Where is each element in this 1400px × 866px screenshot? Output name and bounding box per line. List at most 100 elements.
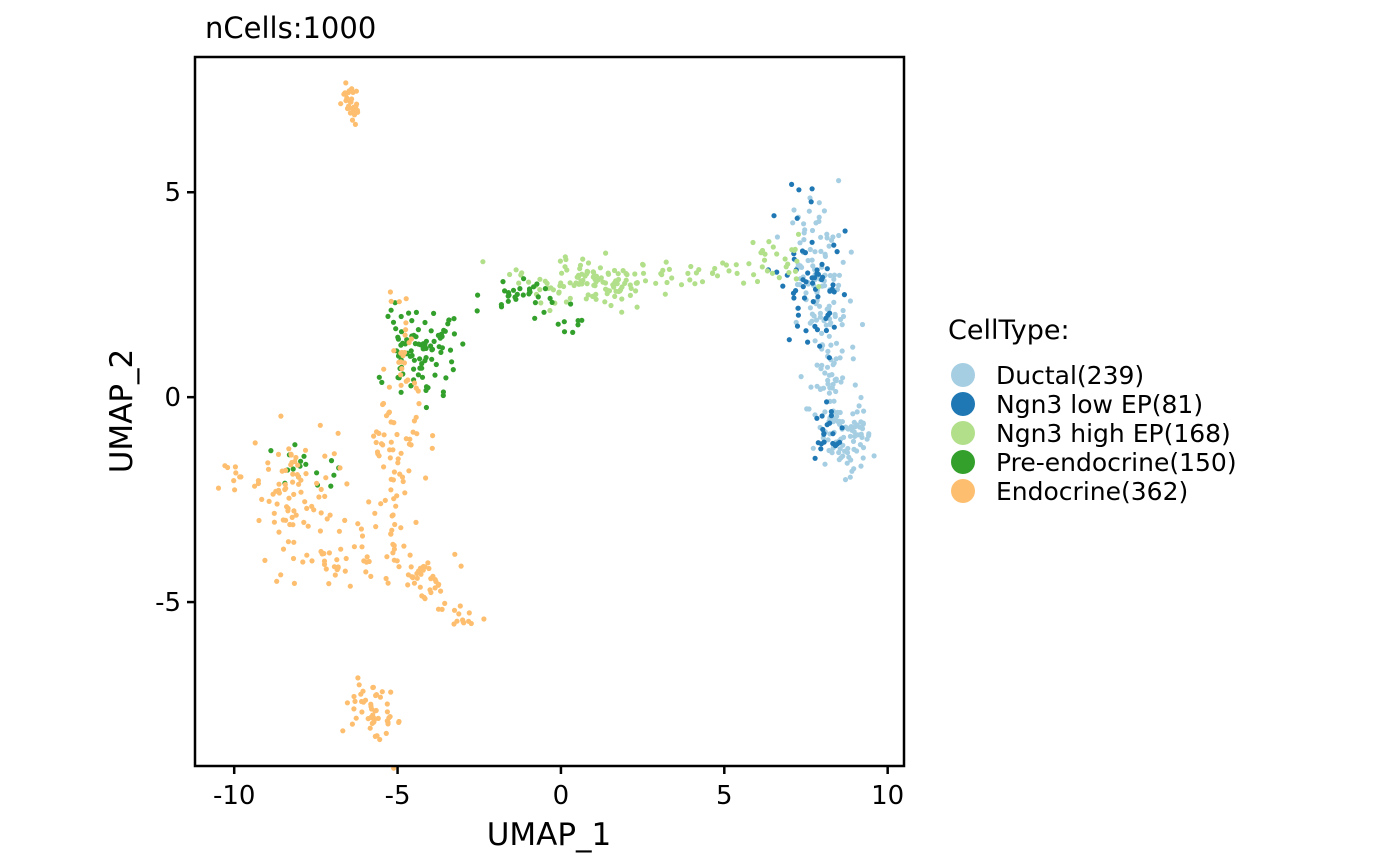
data-point (823, 315, 829, 321)
data-point (759, 264, 765, 270)
data-point (398, 525, 404, 531)
data-point (828, 342, 834, 348)
data-point (309, 558, 315, 564)
data-point (386, 384, 392, 390)
data-point (512, 294, 518, 300)
data-point (405, 582, 411, 588)
data-point (309, 503, 315, 509)
data-point (577, 262, 584, 268)
data-point (834, 441, 841, 447)
data-point (825, 348, 831, 354)
data-point (399, 366, 405, 372)
data-point (559, 270, 565, 276)
data-point (714, 273, 721, 279)
data-point (289, 459, 295, 466)
data-point (825, 377, 831, 383)
legend-title: CellType: (948, 315, 1070, 346)
data-point (408, 564, 414, 570)
data-point (851, 466, 857, 472)
data-point (803, 290, 809, 296)
data-point (391, 469, 397, 475)
data-point (723, 262, 730, 268)
y-tick-label: 0 (164, 383, 181, 413)
data-point (409, 318, 415, 324)
data-point (816, 214, 822, 220)
data-point (390, 477, 396, 483)
data-point (807, 320, 813, 326)
data-point (826, 355, 833, 361)
data-point (817, 310, 824, 316)
data-point (585, 292, 591, 298)
data-point (321, 558, 328, 564)
data-point (826, 306, 832, 312)
data-point (827, 272, 833, 279)
data-point (600, 279, 606, 285)
data-point (396, 564, 402, 570)
data-point (764, 268, 771, 274)
data-point (846, 454, 852, 460)
data-point (605, 270, 611, 276)
data-point (409, 352, 415, 359)
data-point (854, 409, 860, 415)
data-point (278, 572, 284, 578)
legend-swatch (951, 392, 975, 416)
data-point (816, 200, 822, 206)
data-point (627, 292, 634, 298)
data-point (300, 559, 306, 565)
data-point (817, 386, 824, 392)
data-point (790, 290, 797, 296)
data-point (791, 207, 797, 213)
points-layer (215, 80, 877, 771)
data-point (360, 699, 367, 705)
data-point (398, 389, 404, 395)
data-point (355, 675, 361, 681)
data-point (378, 501, 384, 507)
data-point (392, 300, 398, 306)
data-point (584, 281, 590, 287)
data-point (850, 356, 856, 362)
data-point (417, 565, 424, 571)
data-point (372, 510, 378, 516)
data-point (822, 461, 828, 467)
data-point (451, 331, 457, 337)
data-point (451, 607, 458, 613)
data-point (820, 426, 826, 433)
data-point (371, 433, 377, 439)
data-point (615, 271, 621, 277)
data-point (373, 692, 380, 698)
data-point (860, 455, 866, 461)
data-point (612, 293, 618, 299)
data-point (326, 550, 332, 556)
data-point (822, 283, 828, 289)
data-point (376, 453, 382, 459)
data-point (294, 472, 300, 478)
data-point (233, 470, 239, 476)
data-point (783, 264, 789, 270)
data-point (364, 554, 370, 560)
legend-label: Pre-endocrine(150) (996, 448, 1237, 477)
data-point (389, 527, 395, 533)
data-point (826, 243, 832, 249)
data-point (411, 580, 417, 586)
data-point (585, 269, 591, 275)
data-point (466, 610, 472, 616)
data-point (370, 712, 376, 718)
data-point (406, 340, 412, 346)
data-point (854, 432, 860, 438)
data-point (373, 707, 379, 714)
data-point (430, 433, 436, 439)
data-point (634, 304, 640, 310)
data-point (413, 385, 419, 391)
data-point (411, 380, 418, 386)
data-point (398, 313, 404, 320)
data-point (314, 480, 320, 486)
data-point (664, 279, 670, 286)
data-point (256, 517, 262, 524)
data-point (831, 272, 838, 278)
data-point (816, 284, 822, 290)
y-tick-label: 5 (164, 178, 181, 208)
data-point (836, 178, 842, 184)
data-point (824, 399, 830, 405)
data-point (653, 280, 659, 286)
legend-label: Endocrine(362) (996, 477, 1188, 506)
